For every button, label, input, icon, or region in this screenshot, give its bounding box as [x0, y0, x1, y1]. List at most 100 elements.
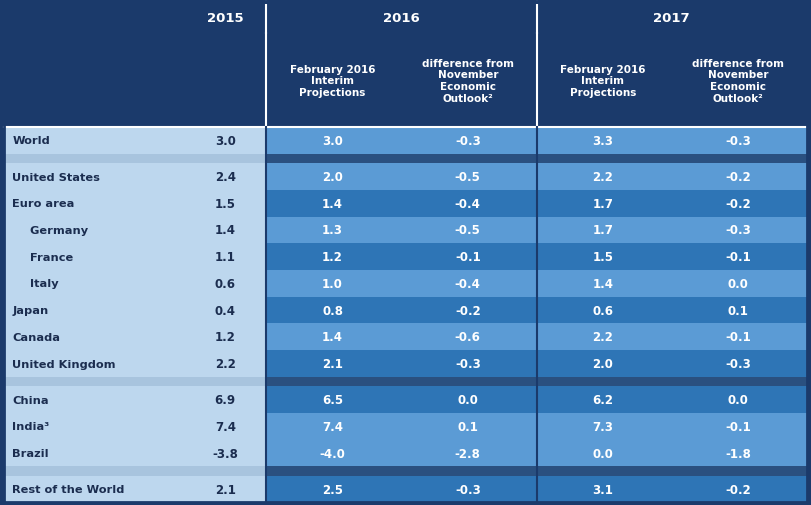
Bar	[4, 164, 184, 190]
Bar	[4, 297, 184, 324]
Bar	[669, 297, 807, 324]
Bar	[4, 413, 184, 440]
Bar	[184, 190, 266, 217]
Bar	[399, 350, 537, 377]
Bar	[4, 386, 184, 413]
Bar	[399, 476, 537, 502]
Text: 6.9: 6.9	[215, 393, 236, 407]
Text: 3.1: 3.1	[593, 483, 613, 495]
Bar	[266, 244, 399, 271]
Bar	[4, 350, 184, 377]
Bar	[4, 244, 184, 271]
Bar	[266, 190, 399, 217]
Text: -0.1: -0.1	[725, 420, 751, 433]
Bar	[266, 377, 537, 386]
Bar	[399, 324, 537, 350]
Text: -0.4: -0.4	[455, 197, 481, 211]
Bar	[537, 164, 669, 190]
Text: -0.2: -0.2	[455, 304, 481, 317]
Text: 3.0: 3.0	[322, 135, 343, 147]
Text: Rest of the World: Rest of the World	[12, 484, 125, 494]
Text: Italy: Italy	[22, 279, 58, 289]
Text: -0.1: -0.1	[725, 250, 751, 264]
Text: Canada: Canada	[12, 332, 60, 342]
Text: 1.4: 1.4	[322, 331, 343, 343]
Bar	[669, 128, 807, 155]
Bar	[399, 164, 537, 190]
Text: -0.3: -0.3	[455, 483, 481, 495]
Text: February 2016
Interim
Projections: February 2016 Interim Projections	[290, 65, 375, 97]
Text: -0.6: -0.6	[455, 331, 481, 343]
Bar	[4, 128, 184, 155]
Bar	[4, 440, 184, 467]
Text: -4.0: -4.0	[320, 446, 345, 460]
Bar	[399, 440, 537, 467]
Text: 2.4: 2.4	[215, 171, 236, 184]
Text: Euro area: Euro area	[12, 199, 75, 209]
Text: United Kingdom: United Kingdom	[12, 359, 116, 369]
Bar	[4, 190, 184, 217]
Bar	[537, 244, 669, 271]
Bar	[669, 440, 807, 467]
Text: -0.1: -0.1	[725, 331, 751, 343]
Text: 3.3: 3.3	[593, 135, 613, 147]
Text: 0.8: 0.8	[322, 304, 343, 317]
Bar	[537, 324, 669, 350]
Text: difference from
November
Economic
Outlook²: difference from November Economic Outloo…	[692, 59, 784, 104]
Bar	[399, 271, 537, 297]
Bar	[537, 467, 807, 476]
Text: 1.5: 1.5	[593, 250, 613, 264]
Bar	[266, 128, 399, 155]
Text: -0.5: -0.5	[455, 224, 481, 237]
Bar	[184, 386, 266, 413]
Text: 2.2: 2.2	[593, 331, 613, 343]
Text: -0.1: -0.1	[455, 250, 481, 264]
Text: -1.8: -1.8	[725, 446, 751, 460]
Text: 1.2: 1.2	[215, 331, 236, 343]
Text: -0.3: -0.3	[455, 135, 481, 147]
Text: 2.5: 2.5	[322, 483, 343, 495]
Text: -0.2: -0.2	[725, 171, 751, 184]
Bar	[399, 128, 537, 155]
Bar	[266, 217, 399, 244]
Bar	[266, 155, 537, 164]
Bar	[537, 350, 669, 377]
Bar	[184, 271, 266, 297]
Text: 2016: 2016	[383, 12, 420, 25]
Text: -2.8: -2.8	[455, 446, 481, 460]
Text: 2017: 2017	[654, 12, 690, 25]
Text: -0.3: -0.3	[725, 358, 751, 370]
Bar	[266, 297, 399, 324]
Bar	[266, 350, 399, 377]
Bar	[4, 34, 807, 128]
Text: 2.2: 2.2	[215, 358, 236, 370]
Bar	[266, 324, 399, 350]
Bar	[537, 128, 669, 155]
Bar	[4, 155, 184, 164]
Text: difference from
November
Economic
Outlook²: difference from November Economic Outloo…	[422, 59, 513, 104]
Text: 2.0: 2.0	[593, 358, 613, 370]
Bar	[4, 467, 184, 476]
Text: France: France	[22, 252, 73, 262]
Bar	[184, 476, 266, 502]
Bar	[537, 413, 669, 440]
Text: 0.4: 0.4	[215, 304, 236, 317]
Text: -0.5: -0.5	[455, 171, 481, 184]
Text: February 2016
Interim
Projections: February 2016 Interim Projections	[560, 65, 646, 97]
Bar	[184, 297, 266, 324]
Text: 0.6: 0.6	[215, 277, 236, 290]
Text: -0.3: -0.3	[725, 224, 751, 237]
Bar	[669, 413, 807, 440]
Text: 2.2: 2.2	[593, 171, 613, 184]
Bar	[266, 164, 399, 190]
Bar	[184, 413, 266, 440]
Bar	[184, 440, 266, 467]
Text: 1.7: 1.7	[593, 224, 613, 237]
Text: 7.3: 7.3	[593, 420, 613, 433]
Bar	[399, 297, 537, 324]
Text: 1.1: 1.1	[215, 250, 236, 264]
Bar	[184, 324, 266, 350]
Bar	[669, 350, 807, 377]
Text: 1.7: 1.7	[593, 197, 613, 211]
Bar	[537, 297, 669, 324]
